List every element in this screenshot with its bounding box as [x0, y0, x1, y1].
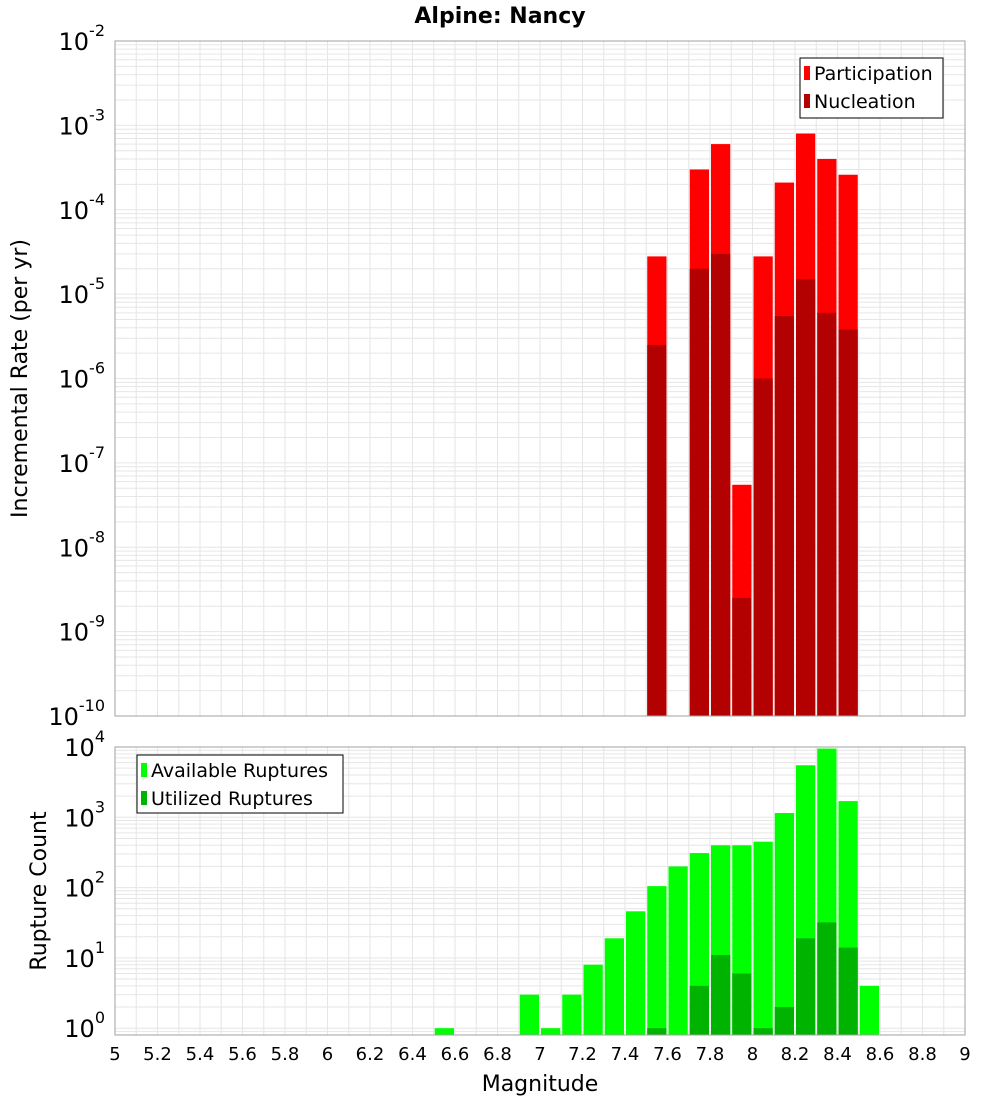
- y-tick-label: 10-7: [59, 443, 106, 478]
- x-tick-label: 8: [747, 1044, 758, 1065]
- bar: [774, 316, 794, 716]
- x-tick-label: 7: [534, 1044, 545, 1065]
- panel-1: 10-10 10-9 10-8 10-7 10-6 10-5 10-4 10-3 10-2 Inc…: [8, 21, 966, 731]
- bar: [583, 964, 603, 1035]
- x-tick-label: 5.4: [186, 1044, 215, 1065]
- series-secondary-bars: [647, 253, 858, 716]
- x-tick-label: 5.2: [143, 1044, 172, 1065]
- legend-swatch: [804, 66, 810, 80]
- chart-title: Alpine: Nancy: [414, 4, 585, 29]
- x-tick-label: 7.6: [653, 1044, 682, 1065]
- y-tick-label: 10-3: [59, 105, 106, 140]
- bar: [604, 938, 624, 1035]
- bar: [753, 1028, 773, 1035]
- bar: [732, 973, 752, 1035]
- bar: [562, 994, 582, 1035]
- legend-swatch: [141, 791, 147, 805]
- x-tick-label: 8.2: [781, 1044, 810, 1065]
- bar: [753, 841, 773, 1035]
- y-tick-label: 10-5: [59, 274, 106, 309]
- y-tick-label: 102: [64, 868, 105, 903]
- x-tick-label: 8.8: [908, 1044, 937, 1065]
- y-axis-label: Incremental Rate (per yr): [8, 239, 33, 518]
- bar: [796, 279, 816, 716]
- legend: Available Ruptures Utilized Ruptures: [136, 754, 344, 814]
- x-tick-label: 6.4: [398, 1044, 427, 1065]
- bar: [774, 1007, 794, 1035]
- x-tick-label: 8.6: [866, 1044, 895, 1065]
- bar: [796, 938, 816, 1035]
- bar: [519, 994, 539, 1035]
- x-tick-label: 6: [322, 1044, 333, 1065]
- x-tick-label: 5.6: [228, 1044, 257, 1065]
- bar: [647, 344, 667, 716]
- x-tick-label: 6.2: [356, 1044, 385, 1065]
- plot-frame: [114, 746, 966, 1036]
- x-tick-label: 5: [109, 1044, 120, 1065]
- y-tick-label: 10-9: [59, 612, 106, 647]
- series-secondary-bars: [647, 922, 858, 1035]
- y-tick-label: 101: [64, 938, 105, 973]
- legend-box: [136, 754, 344, 814]
- panel-2: 100 101 102 103 104 Rupture Count Available Ru…: [27, 727, 966, 1043]
- grid: [114, 40, 966, 717]
- x-tick-label: 9: [959, 1044, 970, 1065]
- bar: [838, 329, 858, 716]
- bar: [732, 598, 752, 716]
- y-tick-label: 100: [64, 1008, 105, 1043]
- legend-label: Participation: [814, 63, 933, 85]
- bar: [647, 886, 667, 1035]
- bar: [753, 378, 773, 716]
- y-axis-label: Rupture Count: [27, 811, 52, 971]
- y-tick-label: 10-6: [59, 359, 106, 394]
- bar: [711, 253, 731, 716]
- x-tick-label: 6.6: [441, 1044, 470, 1065]
- x-tick-label: 5.8: [271, 1044, 300, 1065]
- bar: [859, 985, 879, 1035]
- x-tick-label: 6.8: [483, 1044, 512, 1065]
- legend-label: Nucleation: [814, 91, 916, 113]
- y-tick-label: 104: [64, 727, 105, 762]
- bar: [541, 1028, 561, 1035]
- x-tick-label: 7.8: [696, 1044, 725, 1065]
- y-tick-label: 10-4: [59, 190, 106, 225]
- bar: [817, 312, 837, 716]
- y-tick-label: 10-10: [48, 696, 105, 731]
- bar: [774, 813, 794, 1035]
- y-tick-label: 10-2: [59, 21, 106, 56]
- bar: [626, 911, 646, 1035]
- bar: [838, 947, 858, 1035]
- x-tick-label: 8.4: [823, 1044, 852, 1065]
- bar: [817, 922, 837, 1035]
- legend-label: Utilized Ruptures: [151, 788, 313, 810]
- plot-frame: [114, 40, 966, 717]
- bar: [711, 954, 731, 1035]
- legend-label: Available Ruptures: [151, 760, 328, 782]
- legend-box: [799, 57, 944, 119]
- legend: Participation Nucleation: [799, 57, 944, 119]
- x-axis-label: Magnitude: [482, 1072, 599, 1097]
- bar: [668, 866, 688, 1035]
- y-tick-label: 10-8: [59, 527, 106, 562]
- x-tick-label: 7.2: [568, 1044, 597, 1065]
- legend-swatch: [141, 763, 147, 777]
- bar: [434, 1028, 454, 1035]
- bar: [689, 985, 709, 1035]
- x-tick-label: 7.4: [611, 1044, 640, 1065]
- bar: [689, 268, 709, 716]
- y-tick-label: 103: [64, 797, 105, 832]
- legend-swatch: [804, 94, 810, 108]
- x-axis-ticks: 5 5.2 5.4 5.6 5.8 6 6.2 6.4 6.6 6.8 7 7.2 7.4 7.6 7.8 8…: [109, 1044, 970, 1065]
- bar: [647, 1028, 667, 1035]
